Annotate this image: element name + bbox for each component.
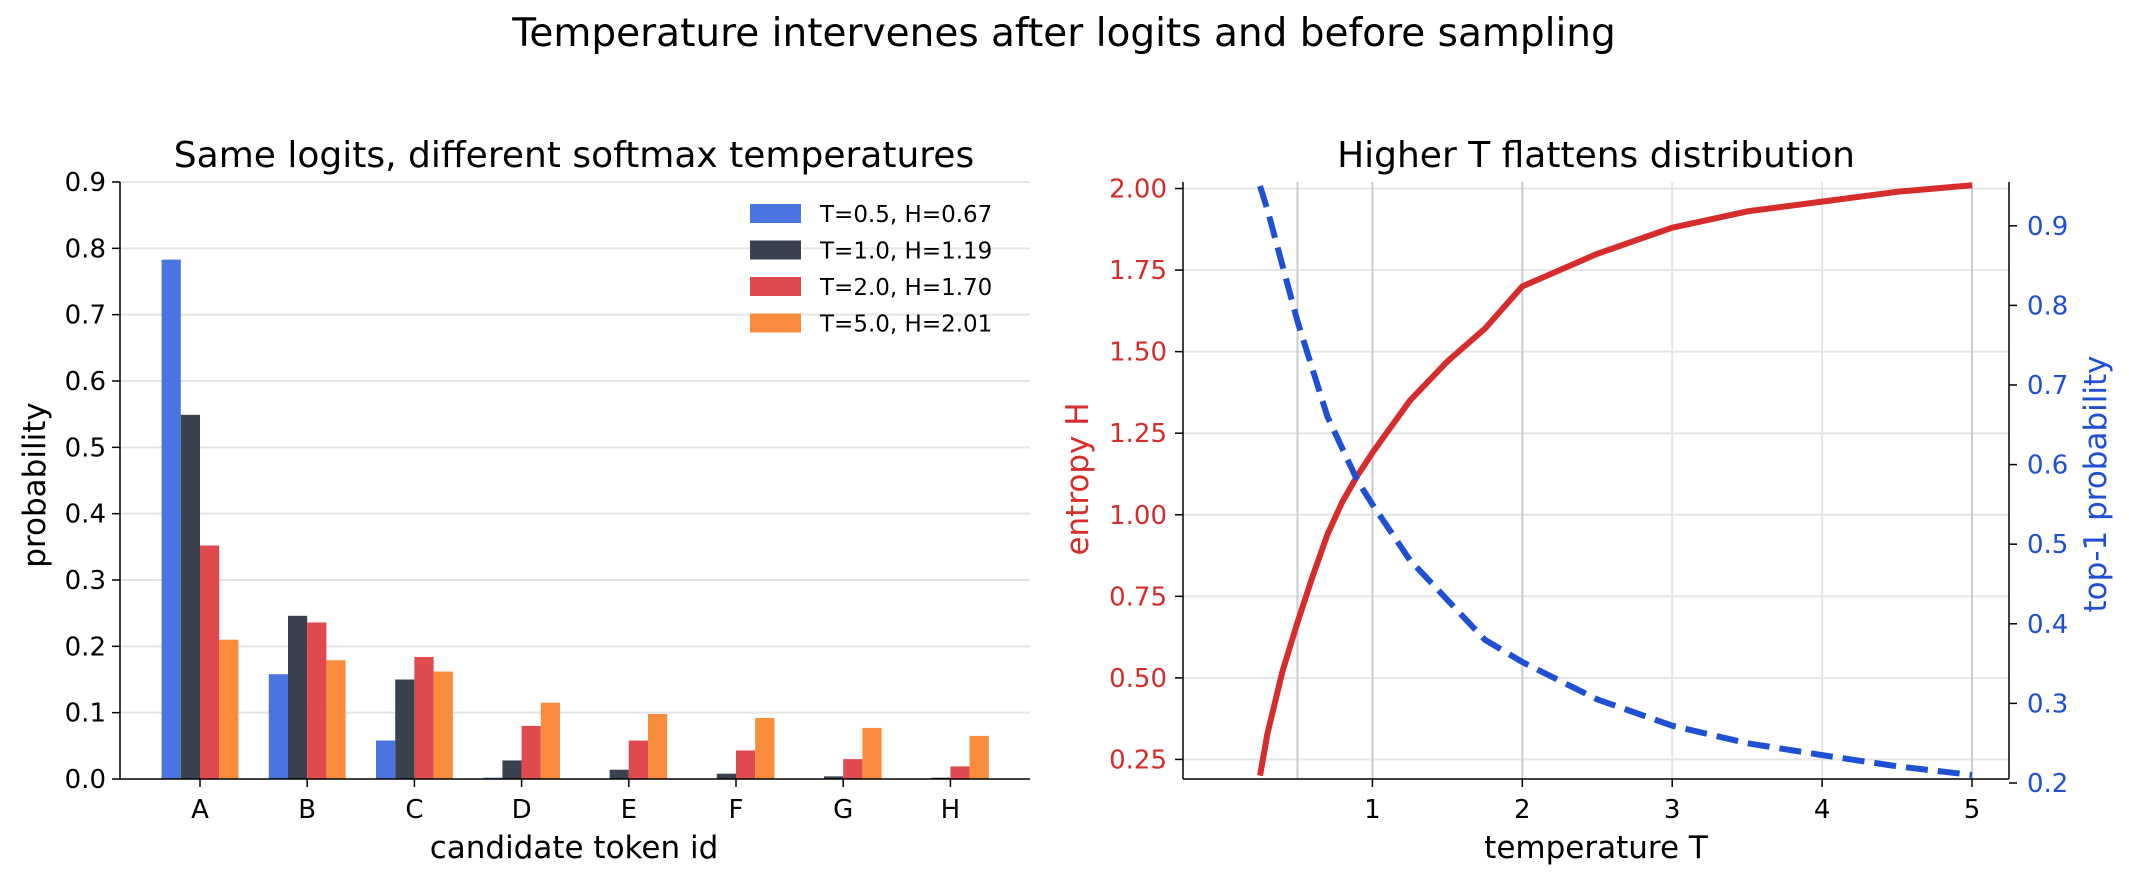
bar xyxy=(950,766,970,779)
bar-chart-ylabel: probability xyxy=(17,402,53,567)
x-tick-label: H xyxy=(941,795,961,825)
bar xyxy=(969,735,989,779)
bar xyxy=(628,740,648,779)
legend-swatch xyxy=(750,313,801,333)
line-chart-left-ylabel: entropy H xyxy=(1060,402,1096,555)
bar xyxy=(736,750,756,779)
bar xyxy=(755,717,775,779)
bar xyxy=(219,639,239,779)
y-tick-label: 0.9 xyxy=(65,168,106,198)
y-tick-label: 0.0 xyxy=(65,765,106,795)
bar xyxy=(180,414,200,779)
x-tick-label: E xyxy=(621,795,637,825)
bar-chart-x-ticks: A B C D E F G H xyxy=(191,779,960,825)
x-tick-label: 4 xyxy=(1814,795,1831,825)
left-y-tick-label: 1.00 xyxy=(1109,501,1167,531)
right-y-tick-label: 0.9 xyxy=(2027,212,2068,242)
legend-label: T=1.0, H=1.19 xyxy=(819,239,992,265)
bar xyxy=(824,776,844,779)
left-y-tick-label: 0.50 xyxy=(1109,664,1167,694)
top1-probability-line xyxy=(1257,185,1973,778)
bar xyxy=(200,545,220,779)
legend-label: T=5.0, H=2.01 xyxy=(819,312,992,338)
bar-chart-axes xyxy=(119,182,1030,780)
bar xyxy=(648,713,668,779)
bar xyxy=(502,760,522,779)
bar xyxy=(609,769,629,779)
bar xyxy=(521,725,541,779)
legend-swatch xyxy=(750,240,801,260)
y-tick-label: 0.6 xyxy=(65,367,106,397)
line-chart-axes xyxy=(1182,182,2010,780)
bar-chart: Same logits, different softmax temperatu… xyxy=(17,135,1030,866)
y-tick-label: 0.7 xyxy=(65,301,106,331)
bar xyxy=(716,773,736,779)
x-tick-label: A xyxy=(191,795,209,825)
line-chart-title: Higher T flattens distribution xyxy=(1337,135,1855,176)
y-tick-label: 0.2 xyxy=(65,632,106,662)
left-y-tick-label: 0.75 xyxy=(1109,582,1167,612)
line-chart-right-y-ticks: 0.2 0.3 0.4 0.5 0.6 0.7 0.8 0.9 xyxy=(2009,212,2068,799)
right-y-tick-label: 0.6 xyxy=(2027,451,2068,481)
bar xyxy=(862,727,882,779)
right-y-tick-label: 0.3 xyxy=(2027,689,2068,719)
x-tick-label: 5 xyxy=(1964,795,1981,825)
bar-chart-title: Same logits, different softmax temperatu… xyxy=(174,135,974,176)
bar xyxy=(843,759,863,779)
entropy-line xyxy=(1257,182,1973,777)
x-tick-label: 1 xyxy=(1364,795,1381,825)
line-chart-x-ticks: 1 2 3 4 5 xyxy=(1364,779,1980,825)
line-chart-left-y-ticks: 0.25 0.50 0.75 1.00 1.25 1.50 1.75 2.00 xyxy=(1109,175,1183,775)
y-tick-label: 0.3 xyxy=(65,566,106,596)
bar xyxy=(288,615,308,779)
bar xyxy=(376,740,396,779)
right-y-tick-label: 0.4 xyxy=(2027,610,2068,640)
bar-chart-xlabel: candidate token id xyxy=(430,830,719,866)
bar xyxy=(433,671,453,779)
right-y-tick-label: 0.7 xyxy=(2027,371,2068,401)
bar xyxy=(307,622,327,779)
y-tick-label: 0.8 xyxy=(65,234,106,264)
x-tick-label: D xyxy=(512,795,532,825)
x-tick-label: G xyxy=(833,795,853,825)
line-chart-lines xyxy=(1257,182,1973,778)
bar xyxy=(540,702,560,779)
left-y-tick-label: 0.25 xyxy=(1109,745,1167,775)
y-tick-label: 0.5 xyxy=(65,433,106,463)
right-y-tick-label: 0.2 xyxy=(2027,769,2068,799)
left-y-tick-label: 2.00 xyxy=(1109,175,1167,205)
bar-chart-legend: T=0.5, H=0.67 T=1.0, H=1.19 T=2.0, H=1.70 T… xyxy=(750,202,992,338)
legend-label: T=0.5, H=0.67 xyxy=(819,202,992,228)
y-tick-label: 0.1 xyxy=(65,699,106,729)
bar-chart-grid xyxy=(120,181,1030,714)
legend-swatch xyxy=(750,277,801,296)
y-tick-label: 0.4 xyxy=(65,500,106,530)
line-chart: Higher T flattens distribution 0.250.500… xyxy=(1060,135,2114,866)
x-tick-label: C xyxy=(405,795,423,825)
x-tick-label: 2 xyxy=(1514,795,1531,825)
left-y-tick-label: 1.50 xyxy=(1109,338,1167,368)
bar xyxy=(268,674,288,779)
right-y-tick-label: 0.5 xyxy=(2027,530,2068,560)
legend-swatch xyxy=(750,204,801,223)
legend-label: T=2.0, H=1.70 xyxy=(819,275,992,301)
x-tick-label: F xyxy=(729,795,744,825)
line-chart-xlabel: temperature T xyxy=(1484,830,1709,866)
bar-chart-bars xyxy=(161,259,989,779)
line-chart-grid xyxy=(1183,182,2009,779)
line-chart-right-ylabel: top-1 probability xyxy=(2078,356,2114,613)
x-tick-label: 3 xyxy=(1664,795,1681,825)
line-chart-vertical-markers xyxy=(1296,182,1973,779)
bar-chart-y-ticks: 0.0 0.1 0.2 0.3 0.4 0.5 0.6 0.7 0.8 0.9 xyxy=(65,168,120,795)
right-y-tick-label: 0.8 xyxy=(2027,291,2068,321)
bar xyxy=(161,259,181,779)
bar xyxy=(326,660,346,779)
bar xyxy=(395,679,415,779)
left-y-tick-label: 1.75 xyxy=(1109,256,1167,286)
x-tick-label: B xyxy=(298,795,316,825)
figure-suptitle: Temperature intervenes after logits and … xyxy=(511,11,1616,56)
left-y-tick-label: 1.25 xyxy=(1109,419,1167,449)
bar xyxy=(414,656,434,779)
